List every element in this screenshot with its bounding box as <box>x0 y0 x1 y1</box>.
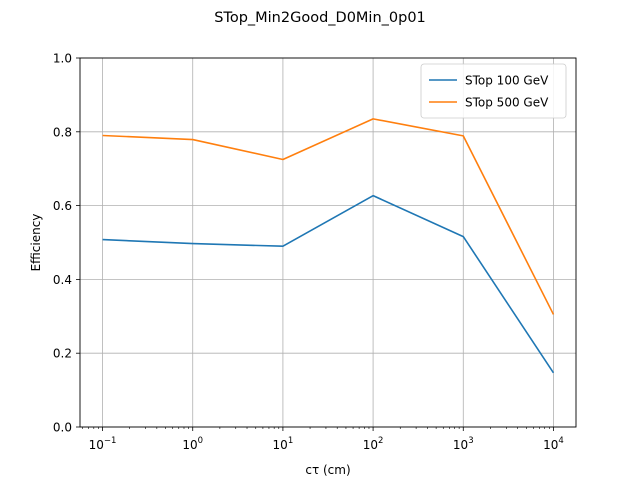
legend-label: STop 500 GeV <box>465 96 549 110</box>
y-tick-label: 0.4 <box>53 273 72 287</box>
x-tick-label: 104 <box>543 436 564 452</box>
legend-box <box>420 63 567 119</box>
x-axis-ticks: 10−1 100 101 102 103 104 <box>82 427 564 452</box>
y-tick-label: 0.6 <box>53 199 72 213</box>
legend-label: STop 100 GeV <box>465 74 549 88</box>
y-tick-label: 0.2 <box>53 347 72 361</box>
series-line-1 <box>102 194 555 374</box>
series-lines <box>102 118 555 374</box>
x-tick-label: 103 <box>453 436 474 452</box>
legend: STop 100 GeV STop 500 GeV <box>420 63 567 119</box>
x-tick-label: 10−1 <box>89 436 117 452</box>
plot-area <box>79 57 577 428</box>
x-axis-label: cτ (cm) <box>305 463 350 477</box>
y-axis-ticks: 0.0 0.2 0.4 0.6 0.8 1.0 <box>53 52 80 435</box>
y-tick-label: 0.8 <box>53 125 72 139</box>
y-tick-label: 0.0 <box>53 421 72 435</box>
y-tick-label: 1.0 <box>53 52 72 66</box>
y-axis-label: Efficiency <box>29 214 43 272</box>
chart-title: STop_Min2Good_D0Min_0p01 <box>214 10 426 26</box>
x-tick-label: 101 <box>273 436 294 452</box>
x-tick-label: 102 <box>363 436 384 452</box>
x-tick-label: 100 <box>182 436 203 452</box>
series-line-2 <box>102 118 555 315</box>
